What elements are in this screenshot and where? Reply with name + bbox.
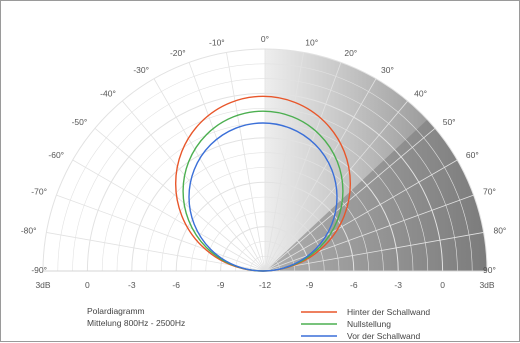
angle-label: -60°	[48, 150, 64, 160]
legend: Hinter der Schallwand Nullstellung Vor d…	[301, 307, 430, 341]
angle-label: 0°	[261, 34, 269, 44]
db-label-right: -3	[394, 280, 402, 290]
db-label-left: -3	[128, 280, 136, 290]
shade-dark-sector	[265, 119, 487, 271]
grid-spoke	[264, 78, 377, 272]
angle-label: -80°	[21, 226, 37, 236]
db-label-right: -9	[306, 280, 314, 290]
polar-grid	[42, 48, 488, 272]
db-label-right: 3dB	[479, 280, 494, 290]
angle-label: 50°	[443, 117, 456, 127]
angle-label: 20°	[344, 48, 357, 58]
db-label-left: 3dB	[35, 280, 50, 290]
grid-spoke	[94, 127, 266, 272]
angle-label: 80°	[493, 226, 506, 236]
chart-title: Polardiagramm	[87, 306, 145, 316]
grid-spoke	[264, 194, 474, 272]
legend-label-nullstellung: Nullstellung	[347, 319, 391, 329]
angle-label: 60°	[466, 150, 479, 160]
db-label-left: -12	[259, 280, 272, 290]
angle-label: -20°	[170, 48, 186, 58]
legend-label-hinter: Hinter der Schallwand	[347, 307, 430, 317]
angle-label: 40°	[414, 88, 427, 98]
angle-label: 30°	[381, 65, 394, 75]
chart-subtitle: Mittelung 800Hz - 2500Hz	[87, 318, 185, 328]
db-label-right: 0	[440, 280, 445, 290]
grid-spoke	[153, 78, 266, 272]
db-label-left: 0	[85, 280, 90, 290]
angle-label: -90°	[31, 265, 47, 275]
grid-spoke	[264, 159, 458, 272]
grid-spoke	[264, 127, 436, 272]
angle-label: -30°	[133, 65, 149, 75]
series-layer	[174, 95, 352, 272]
grid-spoke	[264, 52, 304, 272]
angle-label: 90°	[483, 265, 496, 275]
db-label-right: -6	[350, 280, 358, 290]
series-curve-2	[188, 122, 338, 272]
grid-spoke	[121, 100, 266, 272]
grid-spoke	[264, 232, 484, 272]
grid-spoke	[188, 62, 266, 272]
angle-label: -50°	[72, 117, 88, 127]
axis-labels: -90° -80° -70° -60° -50° -40° -30° -20° -10° 0° 10…	[21, 34, 506, 290]
angle-label: -10°	[209, 38, 225, 48]
angle-label: -40°	[100, 88, 116, 98]
angle-label: 10°	[305, 38, 318, 48]
angle-label: -70°	[31, 187, 47, 197]
angle-label: 70°	[483, 187, 496, 197]
legend-label-vor: Vor der Schallwand	[347, 331, 421, 341]
db-label-left: -6	[172, 280, 180, 290]
grid-spoke	[264, 62, 342, 272]
shaded-half	[265, 49, 487, 271]
grid-spoke	[226, 52, 266, 272]
db-label-left: -9	[217, 280, 225, 290]
grid-spoke	[72, 159, 266, 272]
grid-spoke	[56, 194, 266, 272]
